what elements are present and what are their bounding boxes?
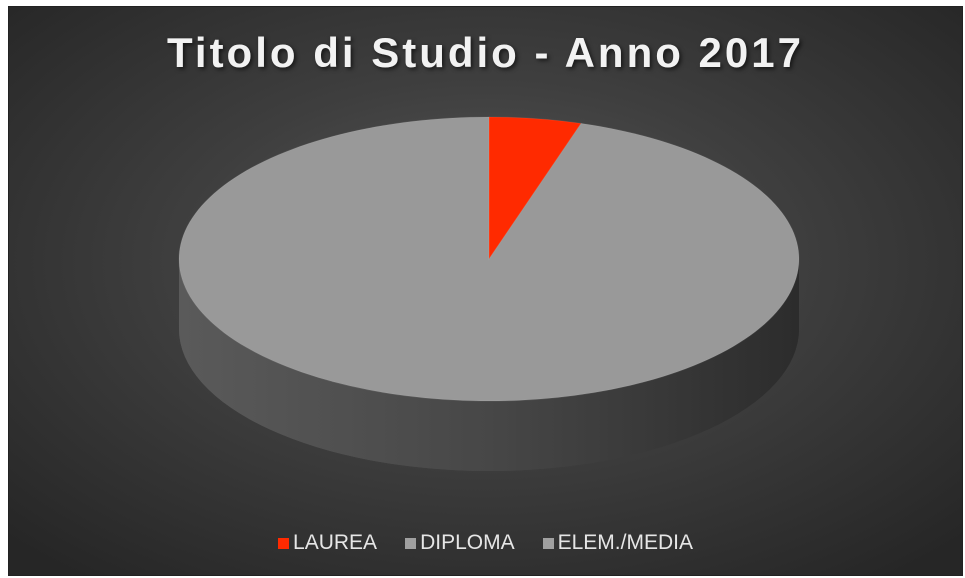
legend-item-laurea: LAUREA	[278, 531, 377, 555]
legend-swatch	[542, 537, 554, 549]
pie-slice-elem-media	[178, 116, 800, 402]
legend-label: ELEM./MEDIA	[557, 531, 693, 554]
pie-slice-laurea	[488, 116, 582, 261]
pie-chart	[178, 116, 800, 471]
chart-title: Titolo di Studio - Anno 2017	[167, 29, 804, 76]
legend-swatch	[405, 537, 417, 549]
legend-label: LAUREA	[293, 531, 378, 554]
legend-item-elem-media: ELEM./MEDIA	[542, 531, 693, 555]
legend-swatch	[278, 537, 290, 549]
chart-area: Titolo di Studio - Anno 2017 LAUREA DIPLO…	[8, 6, 963, 576]
legend-label: DIPLOMA	[420, 531, 515, 554]
pie-side-elem-media	[179, 259, 799, 471]
legend: LAUREA DIPLOMA ELEM./MEDIA	[9, 531, 962, 555]
legend-item-diploma: DIPLOMA	[405, 531, 515, 555]
